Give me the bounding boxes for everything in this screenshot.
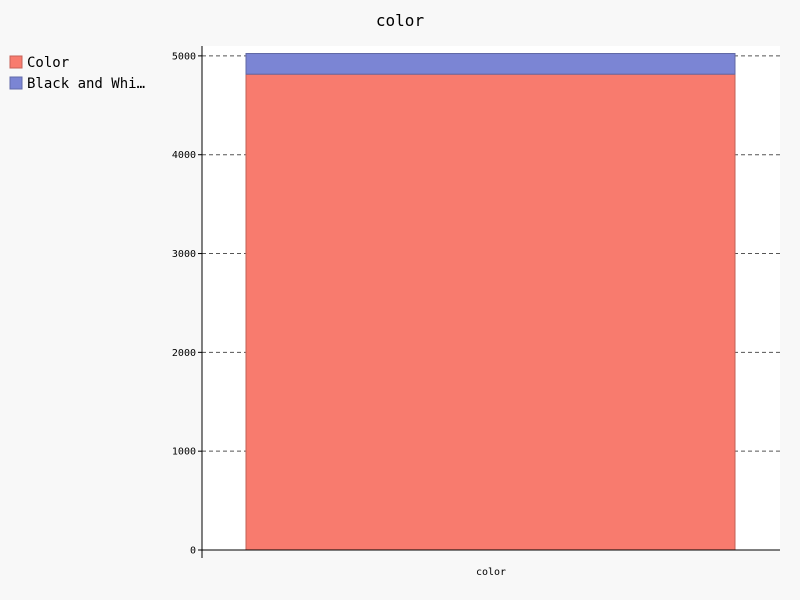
- legend-swatch-black-and-white: [9, 76, 23, 90]
- y-tick-label-5000: 5000: [172, 51, 196, 62]
- legend-swatch-color: [9, 55, 23, 69]
- y-tick-label-2000: 2000: [172, 348, 196, 359]
- y-axis-ticks: 0 1000 2000 3000 4000 5000: [172, 51, 202, 557]
- y-tick-label-3000: 3000: [172, 249, 196, 260]
- y-tick-label-4000: 4000: [172, 150, 196, 161]
- legend-label-color: Color: [27, 55, 69, 71]
- bar-color-series-1[interactable]: [245, 53, 736, 75]
- legend-item-black-and-white[interactable]: Black and Whi…: [9, 76, 145, 92]
- y-tick-label-1000: 1000: [172, 447, 196, 458]
- y-tick-label-0: 0: [190, 546, 196, 557]
- x-axis-ticks: color: [476, 567, 506, 578]
- legend-label-black-and-white: Black and Whi…: [27, 76, 145, 92]
- bar-color-series-0[interactable]: [245, 73, 736, 551]
- legend: Color Black and Whi…: [9, 55, 145, 92]
- bars: [245, 53, 736, 551]
- x-tick-label-color: color: [476, 567, 506, 578]
- chart-title: color: [376, 11, 425, 30]
- legend-item-color[interactable]: Color: [9, 55, 69, 71]
